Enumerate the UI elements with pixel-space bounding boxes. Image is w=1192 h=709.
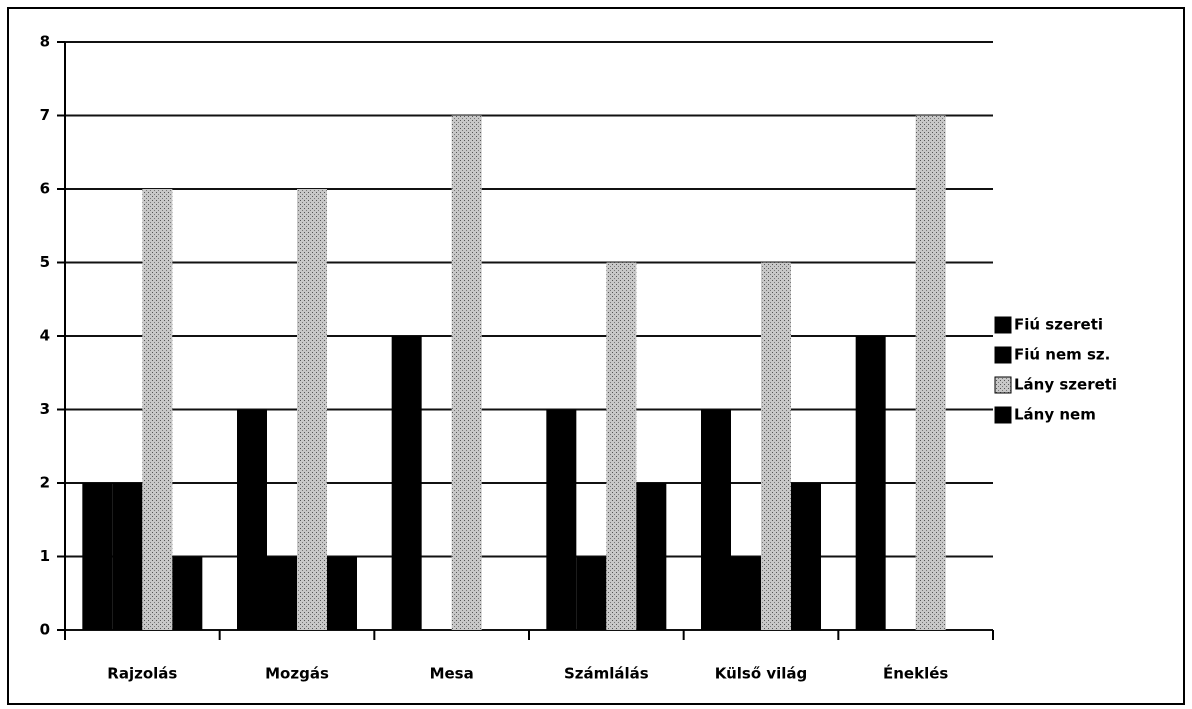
bar (142, 189, 173, 630)
bar (451, 115, 482, 630)
bar (112, 483, 143, 630)
bar (237, 409, 267, 630)
legend-swatch (994, 316, 1012, 334)
legend-label: Fiú szereti (1014, 316, 1103, 334)
y-tick-label: 1 (40, 547, 50, 565)
bar (855, 336, 886, 630)
bar (297, 189, 327, 630)
bar (606, 262, 637, 630)
bar (636, 483, 667, 630)
y-tick-label: 7 (40, 106, 50, 124)
y-tick-label: 4 (40, 327, 50, 345)
x-tick-label: Mozgás (265, 665, 329, 683)
bar (267, 556, 297, 630)
x-tick-label: Számlálás (564, 665, 649, 683)
x-tick-label: Éneklés (883, 664, 948, 683)
y-tick-label: 5 (40, 253, 50, 271)
bar (761, 262, 791, 630)
y-tick-label: 3 (40, 400, 50, 418)
bar (172, 556, 203, 630)
legend-label: Fiú nem sz. (1014, 346, 1110, 364)
frame (7, 7, 1185, 705)
y-tick-label: 8 (40, 33, 50, 51)
bar (546, 409, 577, 630)
bar (576, 556, 607, 630)
bar (731, 556, 761, 630)
x-tick-label: Mesa (430, 665, 474, 683)
legend-swatch (994, 406, 1012, 424)
y-tick-label: 6 (40, 180, 50, 198)
bar (915, 115, 946, 630)
y-tick-label: 0 (40, 621, 50, 639)
y-tick-label: 2 (40, 474, 50, 492)
legend-swatch (994, 376, 1012, 394)
x-tick-label: Rajzolás (107, 665, 177, 683)
bar (82, 483, 113, 630)
bar (791, 483, 821, 630)
bar (391, 336, 422, 630)
legend-label: Lány nem (1014, 406, 1096, 424)
legend-label: Lány szereti (1014, 376, 1117, 394)
bar (701, 409, 731, 630)
legend-swatch (994, 346, 1012, 364)
bar (327, 556, 357, 630)
x-tick-label: Külső világ (715, 665, 808, 683)
